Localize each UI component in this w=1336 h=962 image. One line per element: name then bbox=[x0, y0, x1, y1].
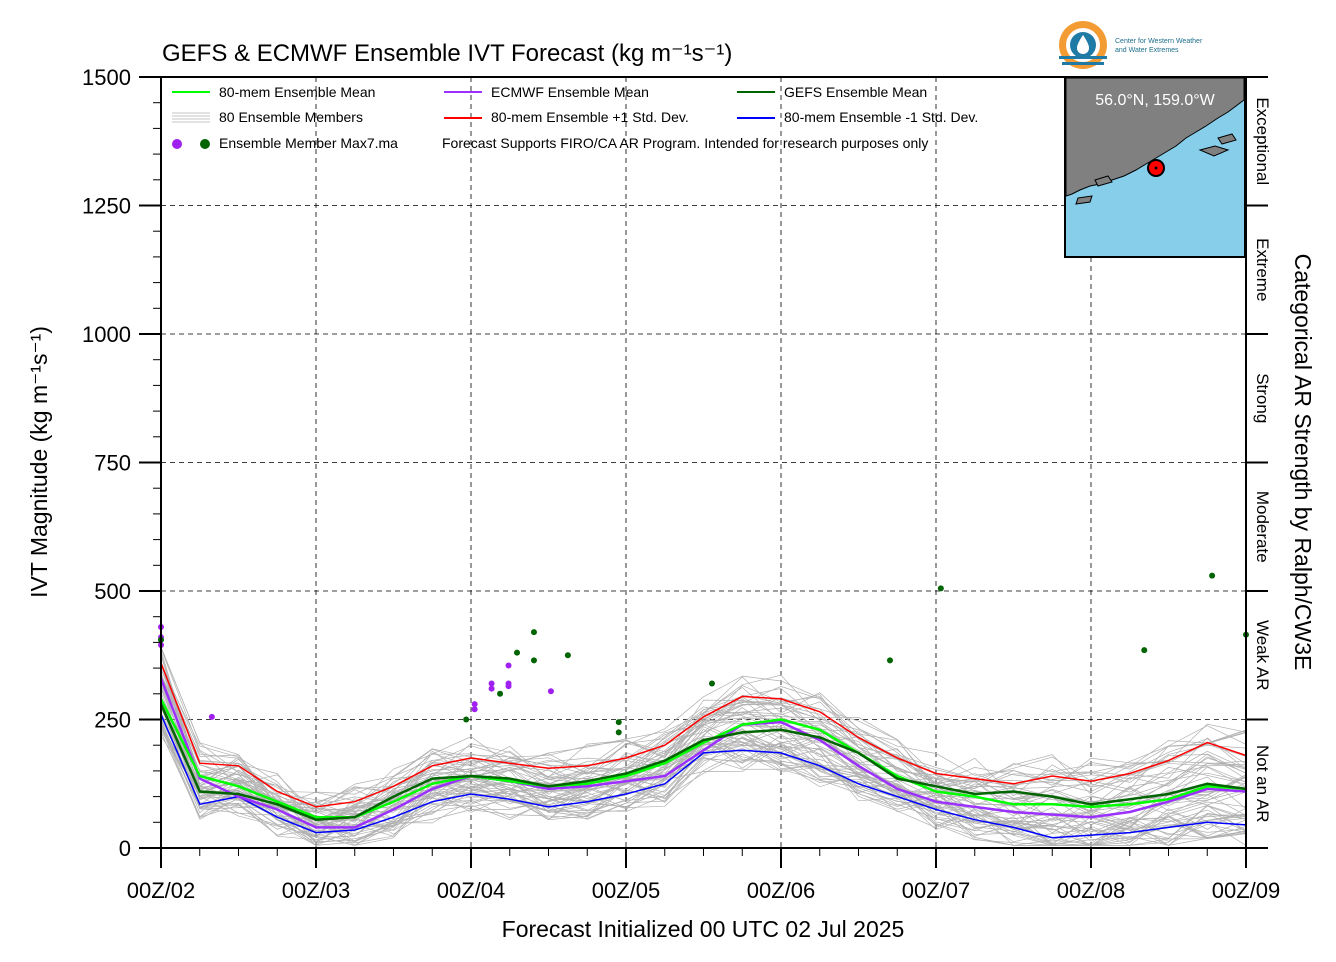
max-point-gefs bbox=[1209, 572, 1216, 579]
category-label: Not an AR bbox=[1253, 745, 1272, 823]
max-point-ecmwf bbox=[488, 685, 495, 692]
ensemble-member-line bbox=[160, 719, 1247, 842]
legend-plus-sd: 80-mem Ensemble +1 Std. Dev. bbox=[491, 109, 689, 125]
max-point-ecmwf bbox=[471, 706, 478, 713]
max-point-gefs bbox=[1141, 647, 1148, 654]
ensemble-member-line bbox=[160, 716, 1247, 837]
x-tick-label: 00Z/04 bbox=[437, 878, 506, 903]
ar-category-axis: Not an AR Weak AR Moderate Strong Extreme Exc… bbox=[1246, 76, 1272, 849]
logo-line2: and Water Extremes bbox=[1115, 47, 1179, 54]
x-tick-label: 00Z/09 bbox=[1212, 878, 1281, 903]
legend-note: Forecast Supports FIRO/CA AR Program. In… bbox=[442, 135, 928, 151]
inset-islands bbox=[1075, 133, 1237, 205]
x-tick-label: 00Z/08 bbox=[1057, 878, 1126, 903]
max-point-gefs bbox=[886, 657, 893, 664]
y-tick-label: 1000 bbox=[82, 322, 131, 347]
x-tick-label: 00Z/02 bbox=[127, 878, 196, 903]
max-point-ecmwf bbox=[547, 688, 554, 695]
ensemble-member-line bbox=[160, 654, 1247, 806]
cw3e-logo: Center for Western Weather and Water Ext… bbox=[1059, 21, 1203, 69]
ensemble-member-line bbox=[160, 663, 1247, 829]
x-tick-label: 00Z/03 bbox=[282, 878, 351, 903]
max-point-gefs bbox=[615, 719, 622, 726]
max-points bbox=[158, 572, 1249, 736]
legend-ens-mean: 80-mem Ensemble Mean bbox=[219, 84, 375, 100]
y-tick-label: 1500 bbox=[82, 65, 131, 90]
y-tick-label: 0 bbox=[119, 836, 131, 861]
category-label: Moderate bbox=[1253, 491, 1272, 563]
ensemble-member-line bbox=[160, 664, 1247, 802]
max-point-ecmwf bbox=[505, 683, 512, 690]
x-axis: 00Z/02 00Z/03 00Z/04 00Z/05 00Z/06 00Z/07 00Z/… bbox=[127, 848, 1281, 903]
series-line-80-mem-ensemble-1-std-dev- bbox=[160, 714, 1247, 839]
x-tick-label: 00Z/05 bbox=[592, 878, 661, 903]
series-line-ecmwf-ensemble-mean bbox=[159, 677, 1247, 829]
ensemble-member-line bbox=[160, 665, 1247, 823]
right-axis-title: Categorical AR Strength by Ralph/CW3E bbox=[1290, 254, 1316, 671]
series-line-80-mem-ensemble-1-std-dev- bbox=[160, 662, 1247, 808]
ensemble-member-line bbox=[160, 647, 1247, 806]
x-tick-label: 00Z/06 bbox=[747, 878, 816, 903]
max-point-gefs bbox=[530, 657, 537, 664]
category-label: Extreme bbox=[1253, 238, 1272, 301]
max-point-ecmwf bbox=[505, 662, 512, 669]
logo-line1: Center for Western Weather bbox=[1115, 38, 1203, 45]
ensemble-member-line bbox=[160, 677, 1247, 821]
legend-minus-sd: 80-mem Ensemble -1 Std. Dev. bbox=[784, 109, 978, 125]
max-point-ecmwf bbox=[208, 713, 215, 720]
max-point-gefs bbox=[530, 629, 537, 636]
y-axis-title: IVT Magnitude (kg m⁻¹s⁻¹) bbox=[26, 326, 52, 598]
legend-dot-gefs bbox=[200, 139, 210, 149]
ensemble-member-line bbox=[160, 681, 1247, 805]
chart-title: GEFS & ECMWF Ensemble IVT Forecast (kg m… bbox=[162, 40, 732, 67]
category-label: Weak AR bbox=[1253, 620, 1272, 691]
ensemble-member-line bbox=[160, 682, 1247, 822]
legend-members: 80 Ensemble Members bbox=[219, 109, 363, 125]
max-point-ecmwf bbox=[488, 680, 495, 687]
ensemble-member-line bbox=[160, 732, 1247, 846]
inset-map: 56.0°N, 159.0°W bbox=[1064, 76, 1246, 258]
y-tick-label: 250 bbox=[94, 708, 131, 733]
max-point-gefs bbox=[564, 652, 571, 659]
inset-coords: 56.0°N, 159.0°W bbox=[1095, 92, 1215, 109]
max-point-gefs bbox=[615, 729, 622, 736]
ensemble-member-line bbox=[160, 668, 1247, 813]
y-tick-label: 1250 bbox=[82, 194, 131, 219]
category-label: Strong bbox=[1253, 373, 1272, 423]
ensemble-member-line bbox=[160, 705, 1247, 846]
legend-dot-ecmwf bbox=[172, 139, 182, 149]
inset-land bbox=[1065, 77, 1245, 197]
ensemble-member-line bbox=[160, 701, 1247, 838]
legend-ecmwf-mean: ECMWF Ensemble Mean bbox=[491, 84, 649, 100]
legend: 80-mem Ensemble Mean ECMWF Ensemble Mean… bbox=[172, 84, 978, 151]
y-axis: 0 250 500 750 1000 1250 1500 bbox=[82, 65, 161, 861]
ensemble-member-line bbox=[160, 650, 1247, 816]
legend-swatch-members bbox=[172, 112, 210, 123]
max-point-gefs bbox=[514, 649, 521, 656]
y-tick-label: 500 bbox=[94, 579, 131, 604]
max-point-gefs bbox=[497, 690, 504, 697]
legend-gefs-mean: GEFS Ensemble Mean bbox=[784, 84, 927, 100]
series-line-gefs-ensemble-mean bbox=[159, 703, 1247, 821]
max-point-gefs bbox=[463, 716, 470, 723]
x-axis-title: Forecast Initialized 00 UTC 02 Jul 2025 bbox=[502, 916, 905, 942]
max-point-gefs bbox=[708, 680, 715, 687]
series-lines bbox=[159, 662, 1247, 839]
max-point-gefs bbox=[937, 585, 944, 592]
legend-max-label: Ensemble Member Max7.ma bbox=[219, 135, 398, 151]
ensemble-member-line bbox=[160, 648, 1247, 813]
x-tick-label: 00Z/07 bbox=[902, 878, 971, 903]
ensemble-member-line bbox=[160, 721, 1247, 841]
category-label: Exceptional bbox=[1253, 97, 1272, 185]
y-tick-label: 750 bbox=[94, 451, 131, 476]
max-point-ecmwf bbox=[471, 701, 478, 708]
